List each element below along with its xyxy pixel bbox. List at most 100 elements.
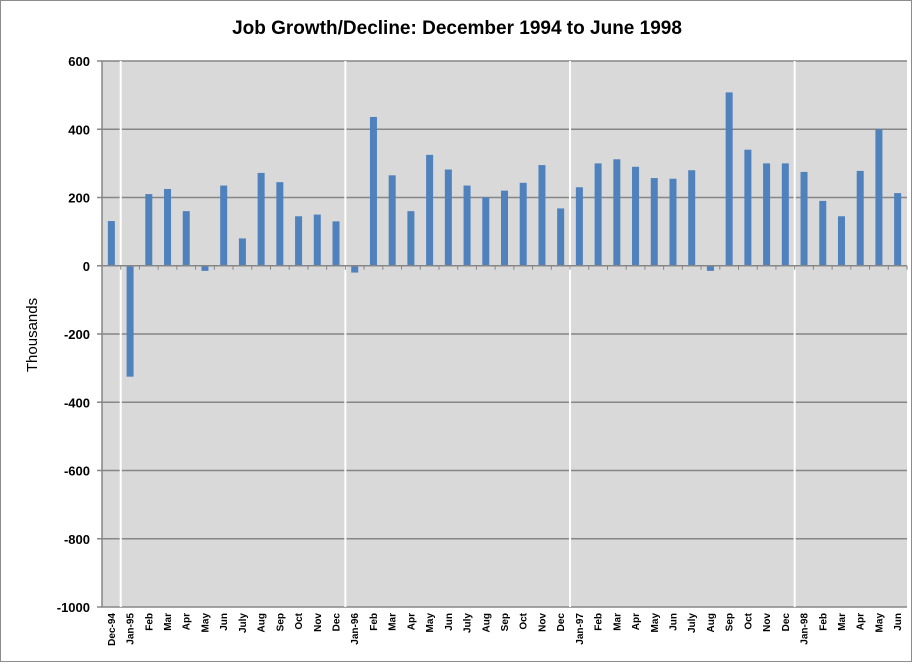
bar: [444, 169, 452, 266]
x-tick-label: Feb: [369, 613, 380, 631]
x-tick-label: July: [463, 613, 474, 633]
y-tick-label: 0: [83, 259, 90, 274]
x-tick-label: Jun: [893, 613, 904, 631]
bar: [388, 175, 396, 266]
bar: [894, 193, 902, 266]
y-tick-labels: 600 400 200 0 -200 -400 -600 -800 -1000: [57, 54, 90, 615]
x-tick-label: Oct: [743, 612, 754, 629]
x-tick-label: Oct: [519, 612, 530, 629]
x-tick-label: Dec: [332, 613, 343, 632]
x-tick-label: Feb: [144, 613, 155, 631]
bar: [220, 185, 228, 266]
x-tick-label: Nov: [762, 613, 773, 632]
bar: [819, 200, 827, 266]
x-tick-label: May: [425, 613, 436, 633]
bar: [407, 211, 415, 266]
x-tick-label: Sep: [275, 613, 286, 631]
x-tick-label: July: [238, 613, 249, 633]
x-tick-label: May: [874, 613, 885, 633]
bar: [164, 188, 172, 266]
bar: [238, 238, 246, 266]
x-tick-label: Jun: [668, 613, 679, 631]
x-tick-label: Nov: [537, 613, 548, 632]
x-tick-label: Apr: [406, 613, 417, 630]
bar: [313, 214, 321, 266]
bar: [351, 265, 359, 273]
x-tick-label: Mar: [837, 613, 848, 631]
x-tick-label: May: [200, 613, 211, 633]
x-tick-label: Jan-96: [350, 613, 361, 645]
x-tick-label: Mar: [163, 613, 174, 631]
bar: [463, 185, 471, 266]
y-tick-label: 200: [68, 191, 90, 206]
bar: [594, 163, 602, 266]
bar: [875, 129, 883, 266]
x-tick-label: Feb: [594, 613, 605, 631]
bar: [257, 172, 265, 266]
bar: [482, 197, 490, 266]
bar: [182, 211, 190, 266]
bar: [557, 208, 565, 266]
y-tick-label: -1000: [57, 600, 90, 615]
bar: [519, 182, 527, 266]
bar: [145, 194, 153, 266]
bar: [856, 170, 864, 266]
bar: [744, 149, 752, 266]
x-tick-label: Feb: [818, 613, 829, 631]
x-tick-label: Mar: [388, 613, 399, 631]
chart-title: Job Growth/Decline: December 1994 to Jun…: [232, 18, 682, 39]
y-tick-label: -600: [64, 464, 90, 479]
x-tick-labels: Dec-94 Jan-95 Feb Mar Apr May Jun July Aug Sep Oct…: [107, 612, 904, 645]
x-tick-label: Sep: [500, 613, 511, 631]
x-tick-label: Aug: [257, 613, 268, 632]
bar: [107, 221, 115, 266]
x-tick-label: Dec: [556, 613, 567, 632]
x-tick-label: Nov: [313, 613, 324, 632]
bar: [538, 165, 546, 266]
x-tick-label: Aug: [706, 613, 717, 632]
x-tick-label: Mar: [612, 613, 623, 631]
bar: [126, 265, 134, 377]
y-tick-label: -800: [64, 532, 90, 547]
y-tick-label: 600: [68, 54, 90, 69]
x-tick-label: Dec-94: [107, 613, 118, 646]
year-separators: [119, 61, 796, 607]
x-tick-label: July: [687, 613, 698, 633]
y-tick-label: -200: [64, 327, 90, 342]
bar: [369, 116, 377, 266]
bar: [295, 216, 303, 266]
x-tick-label: Oct: [294, 612, 305, 629]
y-axis-label: Thousands: [24, 298, 41, 372]
x-tick-label: Aug: [481, 613, 492, 632]
bar: [650, 178, 658, 266]
x-tick-label: Jan-97: [575, 613, 586, 645]
x-tick-label: Sep: [725, 613, 736, 631]
x-tick-label: Jun: [444, 613, 455, 631]
x-tick-label: Jan-98: [800, 613, 811, 645]
bar: [725, 92, 733, 266]
axes: [97, 60, 908, 608]
x-tick-label: Apr: [182, 613, 193, 630]
bar: [632, 166, 640, 266]
bar: [501, 190, 508, 266]
y-tick-label: -400: [64, 395, 90, 410]
bar: [763, 163, 771, 266]
bar: [201, 265, 209, 271]
y-tick-label: 400: [68, 122, 90, 137]
bar: [706, 265, 714, 271]
bar: [688, 170, 696, 266]
bars: [107, 92, 902, 377]
bar: [800, 171, 808, 266]
bar: [332, 221, 340, 266]
x-tick-label: Jun: [219, 613, 230, 631]
x-tick-label: Apr: [631, 613, 642, 630]
bar: [276, 182, 284, 266]
bar: [426, 154, 434, 266]
x-tick-label: Jan-95: [126, 613, 137, 645]
x-tick-label: Apr: [856, 613, 867, 630]
bar: [613, 159, 621, 266]
bar: [781, 163, 789, 266]
x-tick-label: May: [650, 613, 661, 633]
